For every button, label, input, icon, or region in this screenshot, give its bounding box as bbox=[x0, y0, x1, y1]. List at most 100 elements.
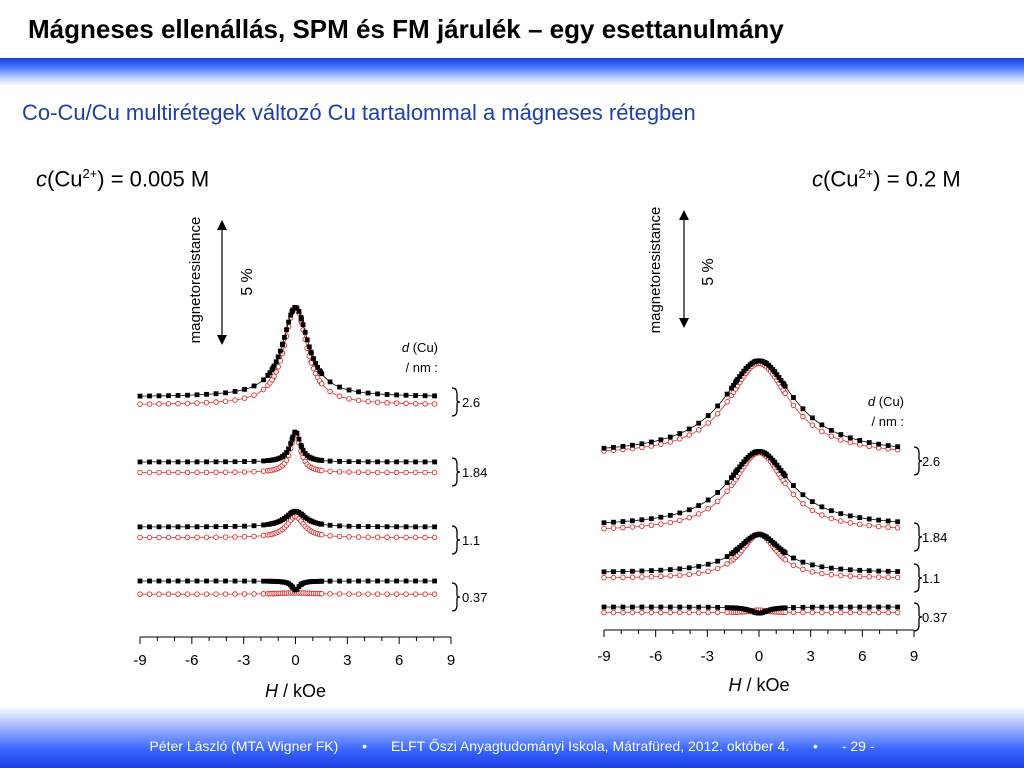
open-circle-marker bbox=[431, 469, 438, 476]
footer-separator: • bbox=[813, 738, 818, 754]
scale-bar-label: 5 % bbox=[700, 258, 717, 286]
filled-square-marker bbox=[384, 459, 390, 465]
filled-square-marker bbox=[847, 435, 853, 441]
open-circle-marker bbox=[857, 441, 863, 448]
open-circle-marker bbox=[724, 488, 730, 494]
open-circle-marker bbox=[782, 480, 788, 487]
filled-square-marker bbox=[261, 458, 266, 464]
filled-square-marker bbox=[705, 604, 711, 610]
filled-square-marker bbox=[630, 518, 635, 524]
filled-square-marker bbox=[778, 468, 784, 473]
filled-square-marker bbox=[620, 519, 626, 524]
filled-square-marker bbox=[611, 604, 616, 610]
filled-square-marker bbox=[737, 464, 743, 470]
open-circle-marker bbox=[232, 469, 238, 475]
chart-right-panel: -9 -6 -3 0 3 6 9 H / kOe magnetoresistance 5 % d (… bbox=[597, 207, 947, 695]
open-circle-marker bbox=[790, 609, 797, 616]
open-circle-marker bbox=[384, 469, 390, 476]
filled-square-marker bbox=[847, 567, 853, 573]
filled-square-marker bbox=[365, 390, 371, 396]
open-circle-marker bbox=[847, 573, 854, 579]
filled-square-marker bbox=[686, 604, 692, 610]
filled-square-marker bbox=[731, 382, 736, 388]
filled-square-marker bbox=[774, 372, 780, 378]
group-bracket bbox=[913, 563, 923, 593]
filled-square-marker bbox=[735, 467, 741, 472]
filled-square-marker bbox=[251, 523, 257, 529]
filled-square-marker bbox=[782, 605, 788, 611]
series-group-2.6: 2.6 bbox=[137, 304, 480, 417]
title-band bbox=[0, 58, 1024, 86]
filled-square-marker bbox=[242, 523, 247, 529]
open-circle-marker bbox=[241, 591, 248, 597]
open-circle-marker bbox=[165, 591, 172, 597]
open-circle-marker bbox=[137, 469, 143, 476]
open-circle-marker bbox=[686, 514, 693, 521]
filled-square-marker bbox=[422, 578, 428, 584]
filled-square-marker bbox=[298, 314, 304, 320]
open-circle-marker bbox=[800, 566, 806, 573]
open-circle-marker bbox=[346, 469, 352, 475]
open-circle-marker bbox=[857, 609, 863, 616]
filled-square-marker bbox=[413, 393, 418, 398]
group-label: 2.6 bbox=[462, 395, 480, 410]
x-tick-label: -6 bbox=[649, 648, 662, 665]
open-circle-marker bbox=[241, 395, 248, 401]
scale-bar-label: 5 % bbox=[239, 268, 256, 296]
filled-square-marker bbox=[403, 524, 409, 530]
filled-square-marker bbox=[251, 578, 257, 584]
open-circle-marker bbox=[384, 591, 390, 597]
filled-square-marker bbox=[304, 337, 310, 343]
open-circle-marker bbox=[203, 399, 210, 406]
open-circle-marker bbox=[393, 534, 400, 541]
open-circle-marker bbox=[667, 519, 674, 526]
x-axis-label: H / kOe bbox=[728, 675, 789, 695]
open-circle-marker bbox=[705, 609, 711, 616]
filled-square-marker bbox=[724, 605, 730, 610]
filled-square-marker bbox=[876, 604, 882, 610]
scale-bar-arrow-up bbox=[217, 220, 227, 230]
filled-square-marker bbox=[319, 521, 325, 527]
filled-square-marker bbox=[394, 524, 399, 530]
open-circle-marker bbox=[175, 400, 181, 407]
filled-square-marker bbox=[648, 516, 654, 522]
open-circle-marker bbox=[667, 609, 674, 616]
left-conc-ion: (Cu bbox=[47, 166, 83, 192]
open-circle-marker bbox=[165, 534, 172, 541]
filled-square-marker bbox=[413, 524, 418, 530]
filled-square-marker bbox=[838, 604, 844, 610]
filled-square-marker bbox=[620, 604, 626, 610]
right-conc-charge: 2+ bbox=[858, 166, 874, 181]
legend-title-var: d bbox=[868, 394, 876, 409]
filled-square-marker bbox=[156, 459, 162, 465]
open-circle-marker bbox=[695, 609, 702, 616]
filled-square-marker bbox=[630, 604, 635, 610]
filled-square-marker bbox=[620, 569, 626, 574]
legend-title-unit: / nm : bbox=[405, 360, 438, 375]
open-circle-marker bbox=[790, 402, 797, 409]
open-circle-marker bbox=[232, 534, 238, 540]
filled-square-marker bbox=[375, 524, 380, 530]
filled-square-marker bbox=[731, 472, 736, 478]
open-circle-marker bbox=[866, 522, 872, 529]
filled-square-marker bbox=[677, 566, 683, 572]
filled-square-marker bbox=[223, 459, 228, 465]
filled-square-marker bbox=[306, 344, 312, 350]
filled-square-marker bbox=[432, 578, 437, 584]
filled-square-marker bbox=[791, 395, 796, 400]
open-circle-marker bbox=[327, 388, 333, 395]
filled-square-marker bbox=[838, 511, 844, 517]
filled-square-marker bbox=[620, 444, 626, 449]
filled-square-marker bbox=[251, 458, 257, 464]
open-circle-marker bbox=[327, 533, 333, 539]
filled-square-marker bbox=[296, 309, 302, 314]
open-circle-marker bbox=[156, 401, 162, 407]
open-circle-marker bbox=[194, 534, 200, 541]
filled-square-marker bbox=[290, 434, 296, 440]
filled-square-marker bbox=[819, 422, 825, 428]
open-circle-marker bbox=[260, 532, 267, 539]
filled-square-marker bbox=[242, 386, 247, 392]
open-circle-marker bbox=[686, 609, 693, 616]
open-circle-marker bbox=[393, 400, 400, 406]
open-circle-marker bbox=[374, 399, 381, 405]
